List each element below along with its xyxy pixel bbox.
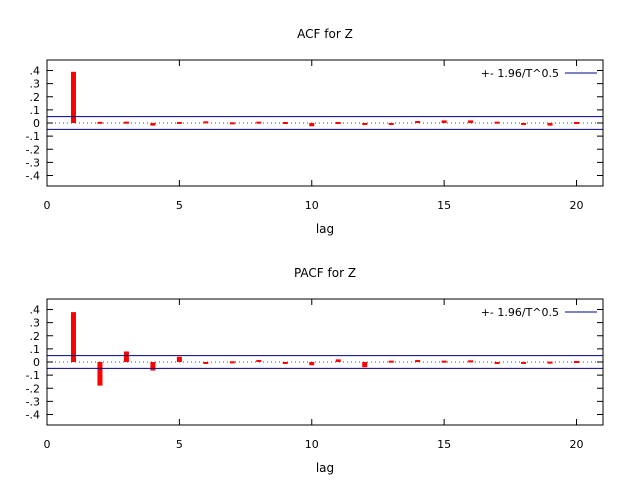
pacf-ytick-label: .2 [30,330,41,343]
acf-bar-lag-13 [388,122,394,125]
pacf-bar-lag-9 [282,361,288,364]
pacf-bar-lag-7 [229,361,235,364]
pacf-bar-lag-17 [494,361,500,364]
acf-bar-lag-11 [335,122,341,124]
pacf-ytick-label: -.1 [26,369,40,382]
pacf-bar-lag-6 [203,361,209,364]
pacf-ytick-label: -.4 [26,409,40,422]
acf-xlabel: lag [316,222,334,236]
acf-ytick-label: .1 [30,104,41,117]
pacf-ytick-label: .1 [30,343,41,356]
pacf-bar-lag-18 [521,361,527,364]
acf-ytick-label: .4 [30,65,41,78]
pacf-xtick-label: 5 [176,438,183,451]
acf-xtick-label: 10 [305,199,319,212]
acf-panel: ACF for Z.4.3.2.10-.1-.2-.3-.40 5 10 15 20+-… [26,27,604,236]
acf-bar-lag-12 [362,122,368,125]
acf-bar-lag-3 [123,121,129,124]
pacf-bar-lag-16 [468,360,474,363]
pacf-bar-lag-15 [441,360,447,363]
acf-bar-lag-20 [574,122,580,124]
acf-xtick-label: 15 [437,199,451,212]
acf-ytick-label: 0 [33,117,40,130]
pacf-bar-lag-13 [388,360,394,363]
acf-bar-lag-19 [547,123,553,126]
pacf-bar-lag-1 [70,312,76,362]
pacf-ytick-label: .3 [30,317,41,330]
acf-bar-lag-16 [468,120,474,123]
acf-legend-label: +- 1.96/T^0.5 [481,67,559,80]
pacf-bar-lag-10 [309,362,315,366]
pacf-title: PACF for Z [294,266,356,280]
acf-xtick-label: 0 [44,199,51,212]
acf-bar-lag-1 [70,71,76,123]
pacf-panel: PACF for Z.4.3.2.10-.1-.2-.3-.40 5 10 15 20+… [26,266,604,475]
acf-bar-lag-10 [309,123,315,127]
acf-bar-lag-14 [415,121,421,124]
acf-bar-lag-17 [494,121,500,124]
acf-ytick-label: -.3 [26,156,40,169]
pacf-ytick-label: -.2 [26,382,40,395]
pacf-frame [46,298,604,426]
pacf-xtick-label: 20 [570,438,584,451]
pacf-bar-lag-3 [123,351,129,362]
acf-ytick-label: -.4 [26,170,40,183]
pacf-xtick-label: 0 [44,438,51,451]
pacf-bar-lag-20 [574,361,580,363]
acf-bar-lag-7 [229,122,235,125]
pacf-ytick-label: -.3 [26,395,40,408]
acf-bar-lag-5 [176,122,182,124]
acf-frame [46,59,604,187]
pacf-bar-lag-4 [150,362,156,371]
pacf-ytick-label: 0 [33,356,40,369]
pacf-legend-label: +- 1.96/T^0.5 [481,306,559,319]
acf-ytick-label: .3 [30,78,41,91]
pacf-bar-lag-14 [415,360,421,363]
acf-bar-lag-8 [256,121,262,124]
pacf-xtick-label: 10 [305,438,319,451]
acf-xtick-label: 20 [570,199,584,212]
pacf-bar-lag-12 [362,362,368,368]
acf-title: ACF for Z [297,27,353,41]
acf-bar-lag-18 [521,122,527,125]
pacf-bar-lag-2 [97,362,103,386]
acf-bar-lag-4 [150,123,156,126]
acf-ytick-label: .2 [30,91,41,104]
acf-bar-lag-2 [97,121,103,124]
acf-bar-lag-6 [203,121,209,124]
acf-xtick-label: 5 [176,199,183,212]
acf-ytick-label: -.1 [26,130,40,143]
pacf-xtick-label: 15 [437,438,451,451]
pacf-bar-lag-8 [256,360,262,363]
pacf-ytick-label: .4 [30,304,41,317]
pacf-bar-lag-19 [547,361,553,364]
acf-bar-lag-15 [441,120,447,123]
acf-bar-lag-9 [282,122,288,124]
acf-ytick-label: -.2 [26,143,40,156]
pacf-xlabel: lag [316,461,334,475]
pacf-bar-lag-5 [176,356,182,362]
pacf-bar-lag-11 [335,359,341,362]
